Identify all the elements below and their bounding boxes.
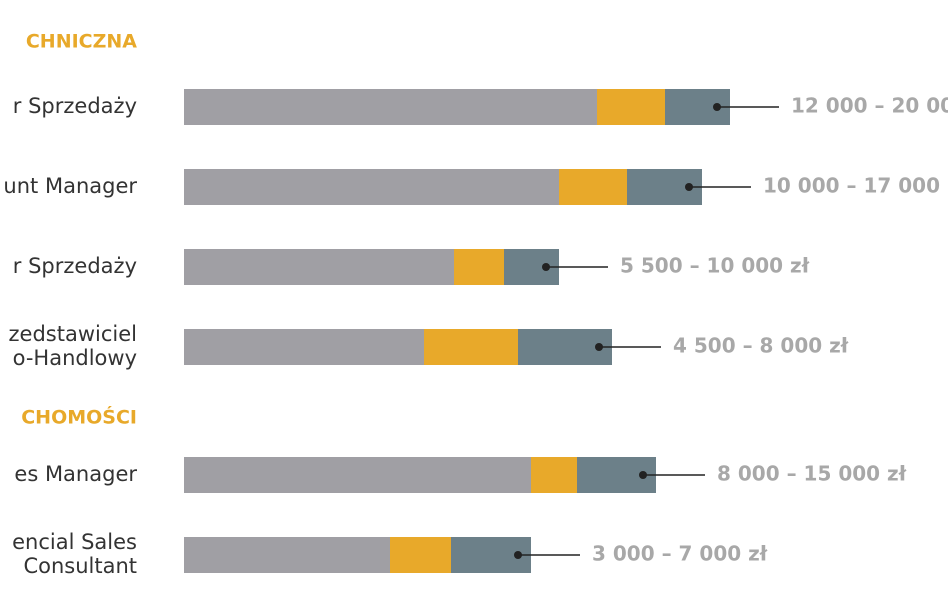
category-label: Consultant [23, 554, 137, 578]
leader-dot [542, 263, 550, 271]
category-label: unt Manager [3, 174, 137, 198]
bar-segment [184, 89, 597, 125]
leader-dot [685, 183, 693, 191]
range-label: 5 500 – 10 000 zł [620, 254, 810, 278]
bar-segment [184, 329, 424, 365]
bar-segment [184, 457, 531, 493]
section-title: CHNICZNA [26, 31, 137, 53]
leader-dot [639, 471, 647, 479]
bar-segment [454, 249, 504, 285]
bar-segment [184, 169, 559, 205]
category-label: encial Sales [12, 530, 137, 554]
range-label: 3 000 – 7 000 zł [592, 542, 768, 566]
category-label: o-Handlowy [13, 346, 137, 370]
bar-segment [597, 89, 665, 125]
bar-segment [390, 537, 451, 573]
range-label: 4 500 – 8 000 zł [673, 334, 849, 358]
bar-segment [184, 537, 390, 573]
category-label: r Sprzedaży [13, 94, 137, 118]
leader-dot [514, 551, 522, 559]
category-label: zedstawiciel [9, 322, 137, 346]
range-label: 8 000 – 15 000 zł [717, 462, 907, 486]
bar-segment [184, 249, 454, 285]
bar-segment [531, 457, 577, 493]
bar-segment [424, 329, 518, 365]
bar-segment [559, 169, 627, 205]
range-label: 10 000 – 17 000 [763, 174, 940, 198]
leader-dot [713, 103, 721, 111]
section-title: CHOMOŚCI [21, 405, 137, 429]
range-label: 12 000 – 20 00 [791, 94, 948, 118]
category-label: r Sprzedaży [13, 254, 137, 278]
category-label: es Manager [14, 462, 137, 486]
leader-dot [595, 343, 603, 351]
